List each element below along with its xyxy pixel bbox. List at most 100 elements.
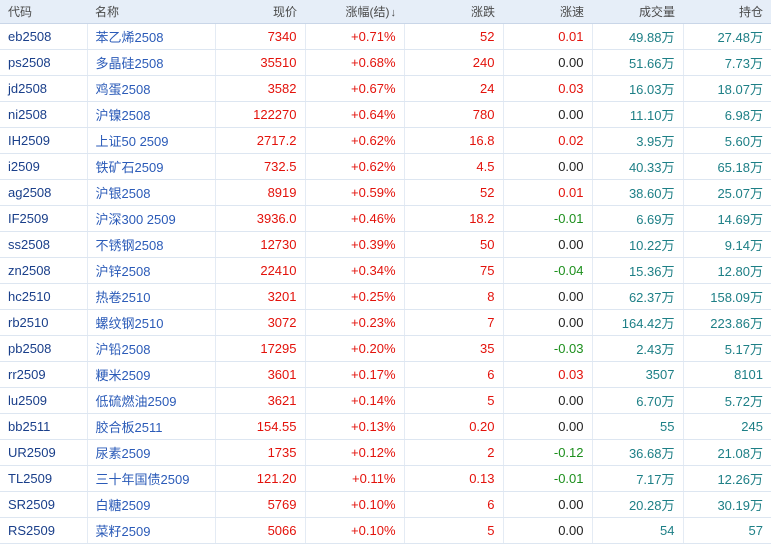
- cell-open-interest: 7.73万: [683, 49, 771, 76]
- table-row[interactable]: jd2508 鸡蛋2508 3582 +0.67% 24 0.03 16.03万 18.07万: [0, 75, 771, 102]
- cell-price: 121.20: [215, 465, 306, 492]
- cell-code: IF2509: [0, 205, 88, 232]
- table-row[interactable]: IF2509 沪深300 2509 3936.0 +0.46% 18.2 -0.01 6.6…: [0, 205, 771, 232]
- cell-change: 24: [404, 75, 504, 102]
- column-header-volume-label: 成交量: [638, 5, 675, 19]
- cell-change-pct: +0.39%: [305, 231, 405, 258]
- cell-open-interest: 57: [683, 517, 771, 544]
- table-row[interactable]: eb2508 苯乙烯2508 7340 +0.71% 52 0.01 49.88万 27.48…: [0, 23, 771, 50]
- table-row[interactable]: lu2509 低硫燃油2509 3621 +0.14% 5 0.00 6.70万 5.72万: [0, 387, 771, 414]
- column-header-change[interactable]: 涨跌: [404, 0, 503, 24]
- table-header: 代码 名称 现价 涨幅(结)↓ 涨跌 涨速 成交量 持仓: [0, 0, 771, 24]
- cell-price: 154.55: [215, 413, 306, 440]
- cell-name: 胶合板2511: [87, 413, 216, 440]
- cell-volume: 2.43万: [592, 335, 684, 362]
- cell-change: 16.8: [404, 127, 504, 154]
- cell-volume: 51.66万: [592, 49, 684, 76]
- column-header-open-interest[interactable]: 持仓: [683, 0, 771, 24]
- cell-price: 3582: [215, 75, 306, 102]
- cell-change-pct: +0.10%: [305, 517, 405, 544]
- cell-change-pct: +0.46%: [305, 205, 405, 232]
- cell-change-pct: +0.20%: [305, 335, 405, 362]
- table-row[interactable]: IH2509 上证50 2509 2717.2 +0.62% 16.8 0.02 3.95万…: [0, 127, 771, 154]
- cell-change: 75: [404, 257, 504, 284]
- table-row[interactable]: rb2510 螺纹钢2510 3072 +0.23% 7 0.00 164.42万 223.8…: [0, 309, 771, 336]
- cell-open-interest: 21.08万: [683, 439, 771, 466]
- table-row[interactable]: pb2508 沪铅2508 17295 +0.20% 35 -0.03 2.43万 5.17万: [0, 335, 771, 362]
- column-header-price[interactable]: 现价: [215, 0, 305, 24]
- cell-change-pct: +0.17%: [305, 361, 405, 388]
- table-row[interactable]: zn2508 沪锌2508 22410 +0.34% 75 -0.04 15.36万 12.8…: [0, 257, 771, 284]
- cell-name: 热卷2510: [87, 283, 216, 310]
- cell-volume: 7.17万: [592, 465, 684, 492]
- cell-code: ss2508: [0, 231, 88, 258]
- cell-change: 6: [404, 491, 504, 518]
- cell-name: 铁矿石2509: [87, 153, 216, 180]
- cell-change-pct: +0.11%: [305, 465, 405, 492]
- cell-volume: 62.37万: [592, 283, 684, 310]
- cell-change-pct: +0.25%: [305, 283, 405, 310]
- cell-change-pct: +0.62%: [305, 153, 405, 180]
- cell-open-interest: 5.72万: [683, 387, 771, 414]
- cell-open-interest: 18.07万: [683, 75, 771, 102]
- column-header-name-label: 名称: [95, 5, 120, 19]
- table-row[interactable]: i2509 铁矿石2509 732.5 +0.62% 4.5 0.00 40.33万 65.1…: [0, 153, 771, 180]
- cell-code: rr2509: [0, 361, 88, 388]
- cell-change: 35: [404, 335, 504, 362]
- column-header-change-pct[interactable]: 涨幅(结)↓: [305, 0, 404, 24]
- cell-change-pct: +0.62%: [305, 127, 405, 154]
- cell-change: 2: [404, 439, 504, 466]
- cell-volume: 3.95万: [592, 127, 684, 154]
- cell-speed: 0.00: [503, 491, 593, 518]
- table-row[interactable]: ag2508 沪银2508 8919 +0.59% 52 0.01 38.60万 25.07万: [0, 179, 771, 206]
- column-header-name[interactable]: 名称: [87, 0, 215, 24]
- column-header-code-label: 代码: [8, 5, 33, 19]
- table-row[interactable]: bb2511 胶合板2511 154.55 +0.13% 0.20 0.00 55 245: [0, 413, 771, 440]
- table-row[interactable]: ss2508 不锈钢2508 12730 +0.39% 50 0.00 10.22万 9.14…: [0, 231, 771, 258]
- cell-change-pct: +0.10%: [305, 491, 405, 518]
- cell-speed: 0.01: [503, 23, 593, 50]
- column-header-speed[interactable]: 涨速: [503, 0, 592, 24]
- table-row[interactable]: ps2508 多晶硅2508 35510 +0.68% 240 0.00 51.66万 7.7…: [0, 49, 771, 76]
- cell-name: 尿素2509: [87, 439, 216, 466]
- column-header-volume[interactable]: 成交量: [592, 0, 683, 24]
- column-header-open-interest-label: 持仓: [738, 5, 763, 19]
- cell-price: 3201: [215, 283, 306, 310]
- cell-change: 52: [404, 23, 504, 50]
- cell-change: 18.2: [404, 205, 504, 232]
- cell-change: 780: [404, 101, 504, 128]
- cell-open-interest: 12.26万: [683, 465, 771, 492]
- cell-change: 52: [404, 179, 504, 206]
- cell-change: 4.5: [404, 153, 504, 180]
- table-row[interactable]: hc2510 热卷2510 3201 +0.25% 8 0.00 62.37万 158.09万: [0, 283, 771, 310]
- column-header-change-pct-label: 涨幅(结): [345, 5, 390, 19]
- column-header-price-label: 现价: [272, 5, 297, 19]
- cell-code: lu2509: [0, 387, 88, 414]
- cell-code: RS2509: [0, 517, 88, 544]
- cell-change: 0.20: [404, 413, 504, 440]
- cell-speed: 0.00: [503, 309, 593, 336]
- cell-change-pct: +0.64%: [305, 101, 405, 128]
- cell-code: ps2508: [0, 49, 88, 76]
- column-header-code[interactable]: 代码: [0, 0, 87, 24]
- cell-name: 多晶硅2508: [87, 49, 216, 76]
- cell-speed: -0.01: [503, 465, 593, 492]
- cell-change: 5: [404, 517, 504, 544]
- cell-price: 5066: [215, 517, 306, 544]
- cell-price: 3072: [215, 309, 306, 336]
- cell-code: eb2508: [0, 23, 88, 50]
- column-header-speed-label: 涨速: [559, 5, 584, 19]
- table-row[interactable]: ni2508 沪镍2508 122270 +0.64% 780 0.00 11.10万 6.9…: [0, 101, 771, 128]
- cell-code: rb2510: [0, 309, 88, 336]
- cell-volume: 164.42万: [592, 309, 684, 336]
- table-row[interactable]: RS2509 菜籽2509 5066 +0.10% 5 0.00 54 57: [0, 517, 771, 544]
- table-row[interactable]: TL2509 三十年国债2509 121.20 +0.11% 0.13 -0.01 7.17…: [0, 465, 771, 492]
- cell-volume: 38.60万: [592, 179, 684, 206]
- cell-speed: -0.04: [503, 257, 593, 284]
- table-row[interactable]: rr2509 粳米2509 3601 +0.17% 6 0.03 3507 8101: [0, 361, 771, 388]
- cell-volume: 55: [592, 413, 684, 440]
- cell-open-interest: 14.69万: [683, 205, 771, 232]
- table-row[interactable]: UR2509 尿素2509 1735 +0.12% 2 -0.12 36.68万 21.08万: [0, 439, 771, 466]
- table-row[interactable]: SR2509 白糖2509 5769 +0.10% 6 0.00 20.28万 30.19万: [0, 491, 771, 518]
